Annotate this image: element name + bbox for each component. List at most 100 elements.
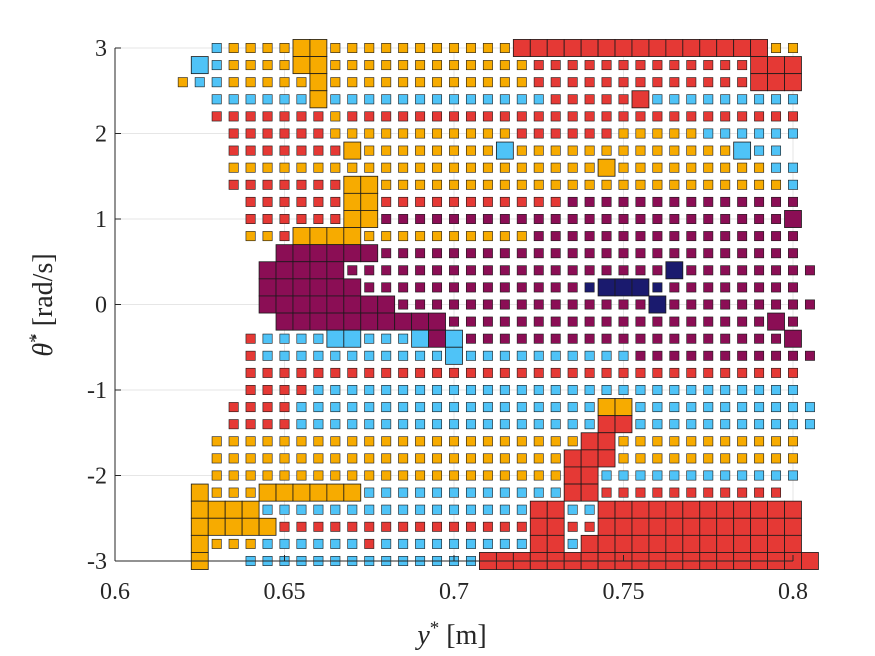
heatmap-marker bbox=[296, 402, 307, 413]
heatmap-marker bbox=[364, 436, 375, 447]
heatmap-cell bbox=[580, 432, 599, 451]
heatmap-marker bbox=[550, 128, 561, 139]
heatmap-marker bbox=[618, 316, 629, 327]
heatmap-cell bbox=[682, 517, 701, 536]
heatmap-marker bbox=[737, 111, 748, 122]
heatmap-marker bbox=[771, 367, 782, 378]
heatmap-marker bbox=[703, 453, 714, 464]
heatmap-marker bbox=[499, 111, 510, 122]
heatmap-cell bbox=[529, 534, 548, 553]
heatmap-marker bbox=[686, 162, 697, 173]
heatmap-marker bbox=[652, 162, 663, 173]
heatmap-marker bbox=[737, 214, 748, 224]
heatmap-marker bbox=[804, 350, 815, 361]
heatmap-marker bbox=[686, 333, 697, 344]
heatmap-marker bbox=[754, 231, 765, 242]
heatmap-marker bbox=[296, 77, 307, 88]
heatmap-marker bbox=[533, 316, 544, 327]
heatmap-marker bbox=[482, 453, 493, 464]
heatmap-marker bbox=[737, 385, 748, 395]
heatmap-marker bbox=[550, 111, 561, 122]
heatmap-marker bbox=[771, 419, 782, 430]
heatmap-marker bbox=[533, 367, 544, 378]
heatmap-marker bbox=[398, 77, 409, 88]
heatmap-marker bbox=[482, 350, 493, 361]
heatmap-marker bbox=[279, 521, 290, 532]
y-axis-title: θ̇* [rad/s] bbox=[26, 253, 60, 356]
heatmap-marker bbox=[804, 299, 815, 310]
heatmap-marker bbox=[804, 265, 815, 276]
heatmap-marker bbox=[245, 145, 256, 156]
heatmap-cell bbox=[801, 552, 819, 570]
heatmap-marker bbox=[398, 282, 409, 293]
heatmap-cell bbox=[631, 39, 650, 57]
heatmap-cell bbox=[292, 312, 311, 331]
heatmap-marker bbox=[330, 453, 341, 464]
heatmap-cell bbox=[733, 39, 752, 57]
heatmap-cell bbox=[665, 39, 684, 57]
heatmap-marker bbox=[398, 214, 409, 224]
heatmap-marker bbox=[415, 350, 426, 361]
heatmap-marker bbox=[720, 487, 731, 498]
heatmap-marker bbox=[618, 214, 629, 224]
heatmap-marker bbox=[262, 111, 273, 122]
heatmap-marker bbox=[415, 367, 426, 378]
heatmap-marker bbox=[398, 265, 409, 276]
heatmap-marker bbox=[364, 333, 375, 344]
heatmap-marker bbox=[449, 179, 459, 190]
heatmap-cell bbox=[275, 261, 294, 280]
heatmap-marker bbox=[788, 265, 798, 276]
heatmap-marker bbox=[279, 453, 290, 464]
heatmap-marker bbox=[313, 196, 324, 207]
heatmap-cell bbox=[512, 39, 531, 57]
heatmap-marker bbox=[364, 419, 375, 430]
heatmap-marker bbox=[415, 77, 426, 88]
heatmap-marker bbox=[754, 316, 765, 327]
heatmap-marker bbox=[533, 111, 544, 122]
heatmap-marker bbox=[737, 402, 748, 413]
heatmap-marker bbox=[737, 470, 748, 481]
heatmap-marker bbox=[686, 385, 697, 395]
heatmap-marker bbox=[381, 60, 392, 71]
heatmap-marker bbox=[330, 60, 341, 71]
heatmap-cell bbox=[750, 534, 768, 553]
heatmap-marker bbox=[788, 453, 798, 464]
heatmap-marker bbox=[296, 470, 307, 481]
heatmap-cell bbox=[275, 312, 294, 331]
heatmap-marker bbox=[533, 145, 544, 156]
heatmap-marker bbox=[669, 231, 680, 242]
heatmap-marker bbox=[296, 111, 307, 122]
heatmap-marker bbox=[296, 350, 307, 361]
heatmap-marker bbox=[432, 521, 443, 532]
heatmap-marker bbox=[381, 470, 392, 481]
heatmap-marker bbox=[381, 487, 392, 498]
heatmap-marker bbox=[754, 402, 765, 413]
heatmap-marker bbox=[245, 77, 256, 88]
heatmap-marker bbox=[771, 196, 782, 207]
heatmap-marker bbox=[245, 179, 256, 190]
heatmap-marker bbox=[296, 162, 307, 173]
heatmap-marker bbox=[347, 60, 358, 71]
heatmap-cell bbox=[292, 244, 311, 263]
heatmap-marker bbox=[584, 419, 595, 430]
heatmap-cell bbox=[207, 517, 226, 536]
heatmap-marker bbox=[313, 367, 324, 378]
heatmap-marker bbox=[635, 453, 646, 464]
heatmap-cell bbox=[580, 483, 599, 502]
heatmap-marker bbox=[635, 385, 646, 395]
heatmap-marker bbox=[432, 265, 443, 276]
heatmap-marker bbox=[550, 367, 561, 378]
heatmap-marker bbox=[550, 196, 561, 207]
heatmap-marker bbox=[703, 111, 714, 122]
heatmap-marker bbox=[686, 128, 697, 139]
heatmap-marker bbox=[703, 299, 714, 310]
heatmap-marker bbox=[245, 470, 256, 481]
heatmap-marker bbox=[262, 179, 273, 190]
heatmap-marker bbox=[567, 385, 578, 395]
heatmap-marker bbox=[516, 487, 527, 498]
heatmap-marker bbox=[296, 538, 307, 549]
heatmap-marker bbox=[465, 94, 476, 105]
heatmap-marker bbox=[364, 521, 375, 532]
heatmap-marker bbox=[499, 162, 510, 173]
heatmap-marker bbox=[516, 316, 527, 327]
